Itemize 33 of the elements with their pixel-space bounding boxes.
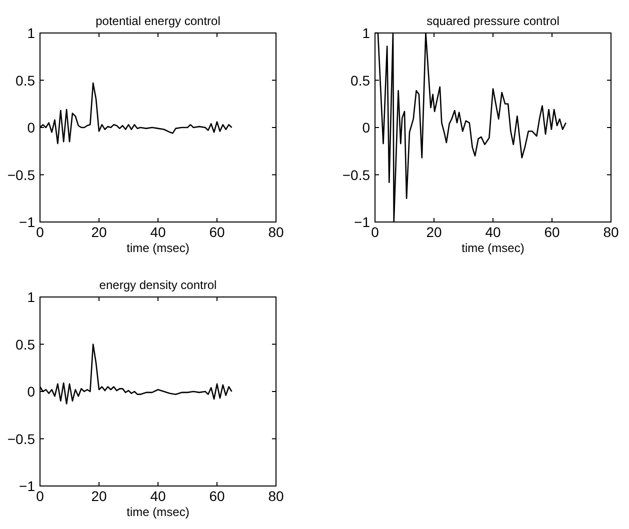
x-tick-label: 40 xyxy=(485,224,501,240)
x-axis-title: time (msec) xyxy=(462,241,524,255)
x-tick-label: 60 xyxy=(544,224,560,240)
y-tick-label: 0.5 xyxy=(350,72,370,88)
x-tick-label: 80 xyxy=(268,224,284,240)
y-tick-label: 0 xyxy=(27,120,36,136)
chart-title: energy density control xyxy=(99,278,217,292)
y-tick-label: −1 xyxy=(19,478,36,494)
y-tick-label: −1 xyxy=(354,214,370,230)
y-tick-label: 1 xyxy=(27,25,36,41)
chart-title: squared pressure control xyxy=(426,14,560,28)
y-tick-label: 1 xyxy=(362,25,370,41)
x-tick-label: 80 xyxy=(268,488,284,504)
x-tick-label: 80 xyxy=(603,224,619,240)
x-axis-title: time (msec) xyxy=(126,505,190,519)
x-tick-label: 40 xyxy=(150,224,166,240)
y-tick-label: −0.5 xyxy=(7,166,36,183)
y-tick-label: 0 xyxy=(27,384,36,400)
x-tick-label: 20 xyxy=(91,488,107,504)
y-tick-label: −0.5 xyxy=(342,166,370,183)
x-tick-label: 20 xyxy=(91,224,107,240)
x-axis-title: time (msec) xyxy=(126,241,190,255)
x-tick-label: 20 xyxy=(426,224,442,240)
x-tick-label: 60 xyxy=(209,224,225,240)
y-tick-label: −1 xyxy=(19,214,36,230)
x-tick-label: 40 xyxy=(150,488,166,504)
chart-title: potential energy control xyxy=(96,14,220,28)
y-tick-label: 0.5 xyxy=(16,72,36,88)
y-tick-label: 0.5 xyxy=(16,336,36,352)
y-tick-label: 0 xyxy=(362,120,370,136)
y-tick-label: 1 xyxy=(27,289,36,305)
y-tick-label: −0.5 xyxy=(7,430,36,447)
x-tick-label: 60 xyxy=(209,488,225,504)
